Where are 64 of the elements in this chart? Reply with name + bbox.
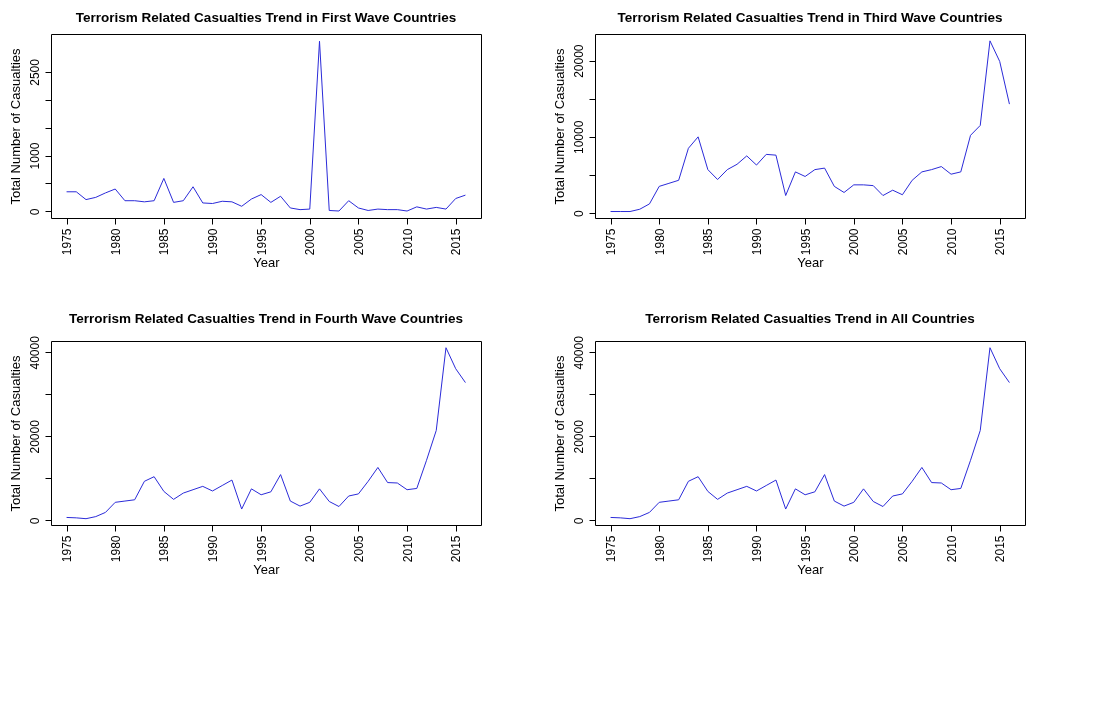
x-tick-label: 1975 [60,228,75,256]
y-axis-title: Total Number of Casualties [7,354,23,512]
y-tick-label: 0 [571,209,586,217]
x-tick-label: 2005 [351,535,366,563]
y-tick-label: 10000 [571,120,586,155]
x-tick-label: 2015 [449,228,464,256]
x-tick-label: 2000 [303,228,318,256]
y-axis-title: Total Number of Casualties [551,47,567,205]
x-tick-label: 1990 [749,535,764,563]
x-tick-label: 1990 [205,535,220,563]
x-tick-label: 1980 [108,228,123,256]
x-axis-title: Year [253,255,281,271]
y-axis-title: Total Number of Casualties [7,47,23,205]
y-tick-label: 20000 [571,419,586,454]
x-tick-label: 1985 [157,228,172,256]
x-tick-label: 2000 [847,228,862,256]
x-tick-label: 2015 [993,228,1008,256]
chart-title: Terrorism Related Casualties Trend in First Wave Countries [75,9,457,25]
x-tick-label: 1985 [701,228,716,256]
x-tick-label: 2005 [351,228,366,256]
x-tick-label: 1975 [604,535,619,563]
y-tick-label: 20000 [27,419,42,454]
y-tick-label: 40000 [571,335,586,370]
x-tick-label: 1995 [254,228,269,256]
x-tick-label: 1975 [60,535,75,563]
x-axis-title: Year [253,562,281,578]
x-tick-label: 1995 [798,535,813,563]
line-series [610,40,1010,213]
x-tick-label: 2010 [944,228,959,256]
x-tick-label: 2000 [303,535,318,563]
y-tick-label: 0 [27,208,42,216]
x-tick-label: 2005 [895,228,910,256]
line-series [66,40,466,212]
x-tick-label: 1995 [254,535,269,563]
x-axis-title: Year [797,562,825,578]
line-series [610,347,1010,520]
y-tick-label: 2500 [27,58,42,86]
x-tick-label: 1980 [108,535,123,563]
x-tick-label: 1975 [604,228,619,256]
x-axis-title: Year [797,255,825,271]
x-tick-label: 2005 [895,535,910,563]
y-tick-label: 0 [571,517,586,525]
x-tick-label: 1980 [652,228,667,256]
y-tick-label: 20000 [571,44,586,78]
chart-title: Terrorism Related Casualties Trend in Fourth Wave Countries [69,311,463,327]
y-tick-label: 1000 [27,142,42,170]
x-tick-label: 2015 [449,535,464,563]
y-tick-label: 40000 [27,335,42,370]
x-tick-label: 1980 [652,535,667,563]
x-tick-label: 2000 [847,535,862,563]
x-tick-label: 1990 [205,228,220,256]
y-tick-label: 0 [27,517,42,525]
chart-title: Terrorism Related Casualties Trend in Third Wave Countries [617,9,1003,25]
x-tick-label: 2010 [400,228,415,256]
x-tick-label: 2010 [400,535,415,563]
y-axis-title: Total Number of Casualties [551,354,567,512]
x-tick-label: 2015 [993,535,1008,563]
x-tick-label: 1985 [701,535,716,563]
x-tick-label: 1990 [749,228,764,256]
x-tick-label: 2010 [944,535,959,563]
x-tick-label: 1985 [157,535,172,563]
line-series [66,347,466,520]
chart-title: Terrorism Related Casualties Trend in All Countries [645,311,975,327]
x-tick-label: 1995 [798,228,813,256]
